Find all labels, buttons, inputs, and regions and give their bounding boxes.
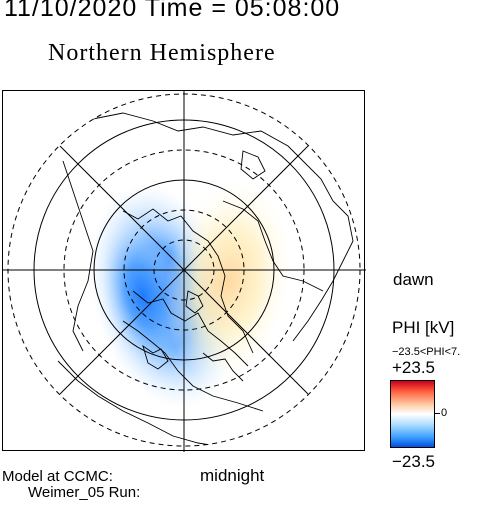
polar-map-frame	[2, 90, 366, 452]
coastline	[222, 200, 324, 292]
colorbar	[390, 380, 435, 448]
dawn-label: dawn	[393, 270, 434, 289]
island-coastline	[240, 150, 266, 180]
legend-title: PHI [kV]	[392, 318, 455, 337]
island-coastline	[185, 290, 204, 314]
coastline	[202, 352, 244, 382]
colorbar-zero-tick	[434, 413, 440, 414]
positive-potential-cell	[164, 181, 292, 381]
meridian-lines	[3, 91, 366, 452]
negative-potential-core	[102, 227, 184, 365]
datetime-header: 11/10/2020 Time = 05:08:00	[4, 0, 341, 22]
legend-min-label: −23.5	[392, 452, 436, 471]
coastline	[132, 290, 249, 367]
coastline	[62, 110, 354, 342]
island-coastline	[142, 344, 169, 370]
coastline	[122, 208, 254, 354]
meridian-line	[59, 145, 309, 395]
potential-pattern	[89, 181, 292, 409]
coastline	[122, 320, 264, 412]
legend-zero-label: 0	[441, 407, 448, 419]
model-credit: Model at CCMC:	[2, 468, 113, 485]
coastline	[62, 160, 94, 352]
legend-range: −23.5<PHI<7.	[392, 346, 461, 358]
midnight-label: midnight	[200, 466, 265, 485]
coastlines	[57, 110, 354, 446]
legend-max-label: +23.5	[392, 358, 436, 377]
run-credit: Weimer_05 Run:	[28, 484, 141, 501]
polar-map	[3, 91, 366, 452]
hemisphere-title: Northern Hemisphere	[48, 40, 276, 66]
